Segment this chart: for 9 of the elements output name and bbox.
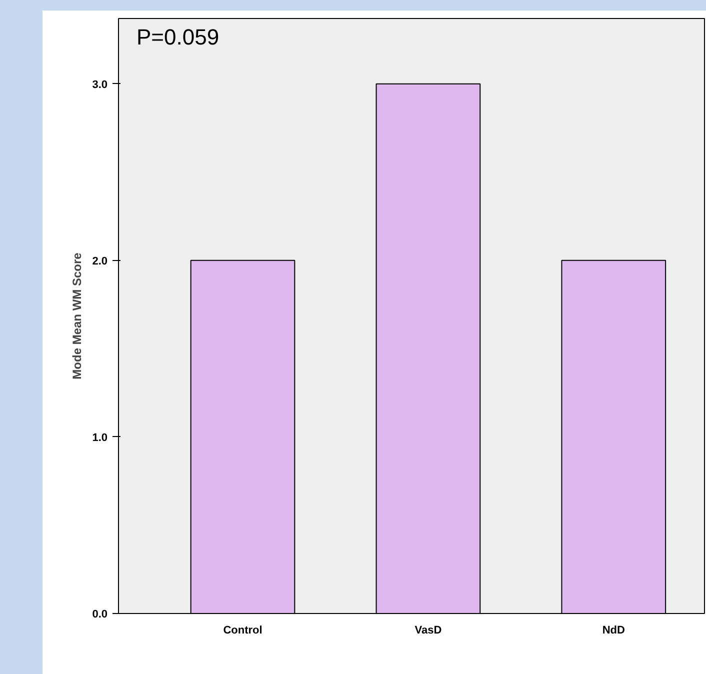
- x-tick-label: NdD: [602, 624, 625, 636]
- y-tick-label: 3.0: [92, 78, 108, 91]
- y-axis-title: Mode Mean WM Score: [70, 252, 84, 380]
- y-tick-label: 2.0: [92, 255, 108, 268]
- y-tick-label: 1.0: [92, 432, 108, 444]
- annotation: P=0.059: [136, 24, 220, 50]
- x-tick-label: VasD: [414, 624, 442, 636]
- y-tick-label: 0.0: [92, 608, 108, 620]
- x-tick-label: Control: [223, 624, 262, 636]
